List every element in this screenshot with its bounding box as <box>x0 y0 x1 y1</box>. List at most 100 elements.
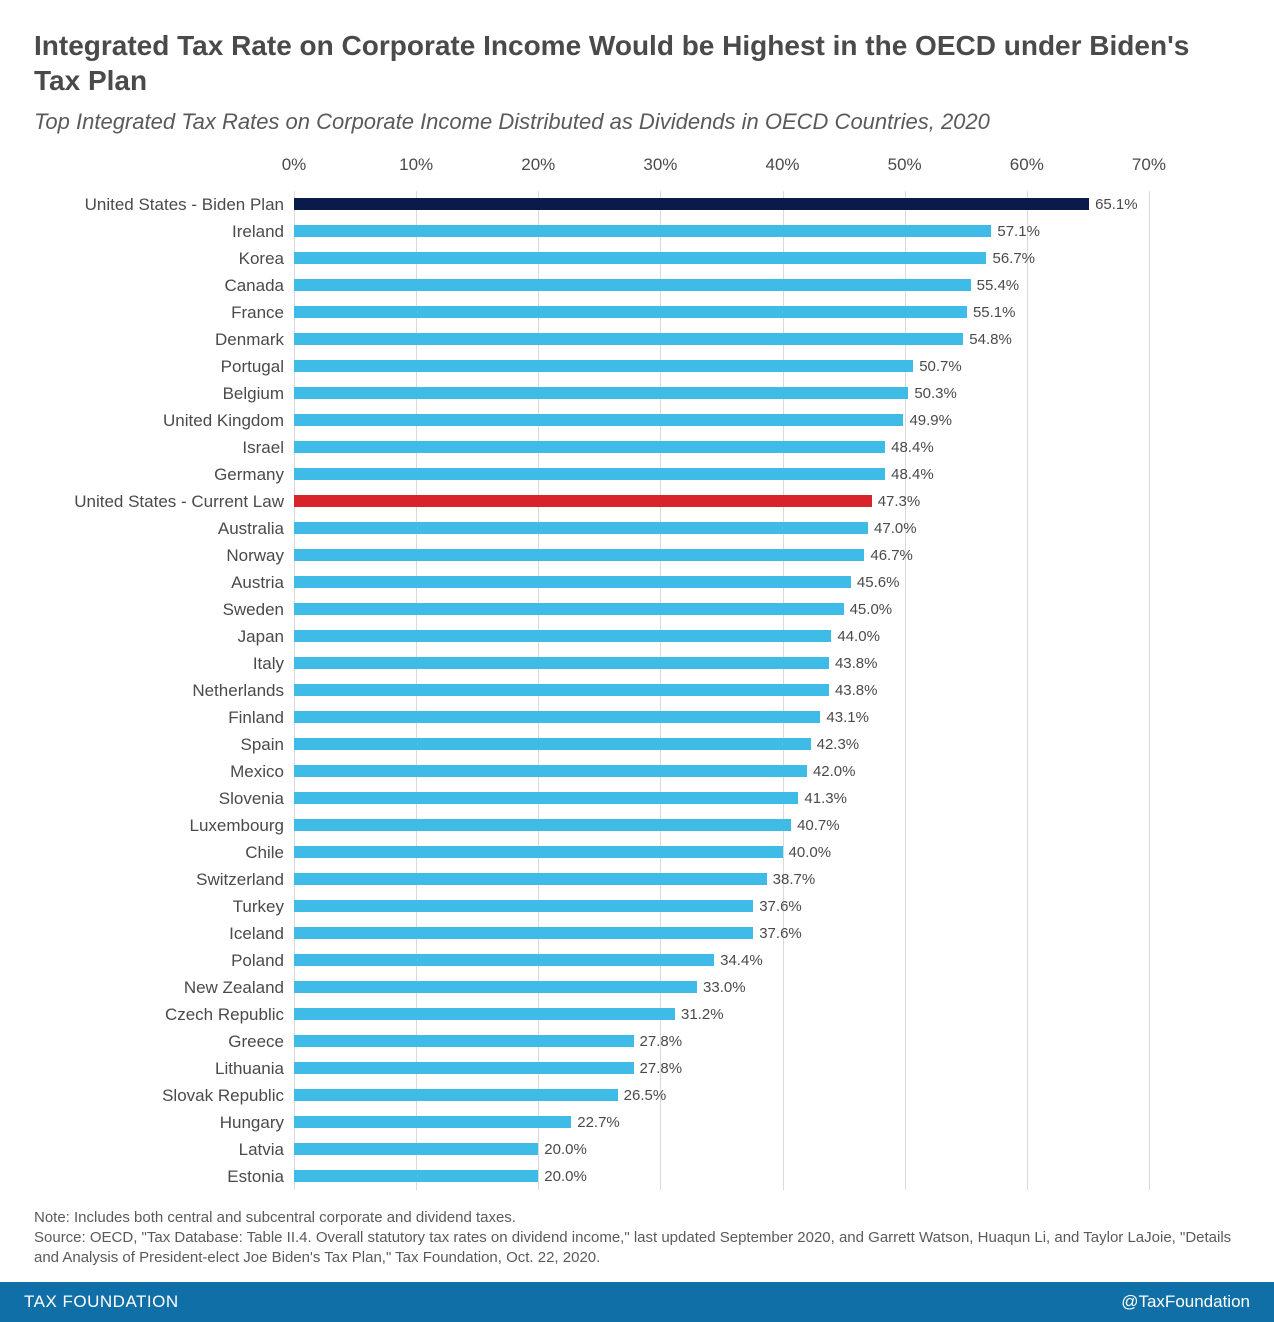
bar <box>294 1008 675 1020</box>
bar-value-label: 54.8% <box>963 332 1012 347</box>
bar <box>294 819 791 831</box>
bar-row: Austria45.6% <box>294 569 1210 596</box>
chart-container: Integrated Tax Rate on Corporate Income … <box>0 0 1274 1190</box>
bar <box>294 387 908 399</box>
bar-row: Ireland57.1% <box>294 218 1210 245</box>
bar-category-label: Korea <box>239 250 294 267</box>
x-axis-tick: 60% <box>1010 155 1044 175</box>
bar-category-label: Chile <box>245 844 294 861</box>
bar-value-label: 50.7% <box>913 359 962 374</box>
bar-category-label: Austria <box>231 574 294 591</box>
bar <box>294 198 1089 210</box>
bar-value-label: 44.0% <box>831 629 880 644</box>
bar-value-label: 55.4% <box>971 278 1020 293</box>
chart-area: 0%10%20%30%40%50%60%70% United States - … <box>34 155 1240 1190</box>
bar-category-label: Iceland <box>229 925 294 942</box>
bar-row: New Zealand33.0% <box>294 974 1210 1001</box>
note-text: Note: Includes both central and subcentr… <box>34 1208 1240 1228</box>
bar-category-label: Canada <box>224 277 294 294</box>
bar <box>294 360 913 372</box>
footer-bar: TAX FOUNDATION @TaxFoundation <box>0 1282 1274 1322</box>
bar-value-label: 49.9% <box>903 413 952 428</box>
bar <box>294 1116 571 1128</box>
bar-value-label: 33.0% <box>697 980 746 995</box>
bar-category-label: Norway <box>226 547 294 564</box>
bar <box>294 522 868 534</box>
bar-row: Mexico42.0% <box>294 758 1210 785</box>
bar-value-label: 40.0% <box>783 845 832 860</box>
footer-org: TAX FOUNDATION <box>24 1292 179 1312</box>
bar-value-label: 56.7% <box>986 251 1035 266</box>
bar-row: Spain42.3% <box>294 731 1210 758</box>
bar-value-label: 41.3% <box>798 791 847 806</box>
bar-row: Germany48.4% <box>294 461 1210 488</box>
bar <box>294 225 991 237</box>
bar-row: Turkey37.6% <box>294 893 1210 920</box>
bar-value-label: 26.5% <box>618 1088 667 1103</box>
bar-row: Slovenia41.3% <box>294 785 1210 812</box>
bar-category-label: Italy <box>253 655 294 672</box>
bar-row: Korea56.7% <box>294 245 1210 272</box>
x-axis-tick: 10% <box>399 155 433 175</box>
bar <box>294 765 807 777</box>
bar-row: France55.1% <box>294 299 1210 326</box>
chart-title: Integrated Tax Rate on Corporate Income … <box>34 28 1240 98</box>
bar-row: Italy43.8% <box>294 650 1210 677</box>
x-axis-tick: 20% <box>521 155 555 175</box>
bar <box>294 1170 538 1182</box>
bar-value-label: 46.7% <box>864 548 913 563</box>
bar <box>294 495 872 507</box>
bar-row: Czech Republic31.2% <box>294 1001 1210 1028</box>
bar-value-label: 48.4% <box>885 467 934 482</box>
bar-category-label: Sweden <box>223 601 294 618</box>
bar-row: Slovak Republic26.5% <box>294 1082 1210 1109</box>
bar-row: Portugal50.7% <box>294 353 1210 380</box>
chart-subtitle: Top Integrated Tax Rates on Corporate In… <box>34 108 1240 137</box>
bar-value-label: 43.8% <box>829 683 878 698</box>
bar-category-label: Mexico <box>230 763 294 780</box>
bar <box>294 711 820 723</box>
x-axis-tick: 0% <box>282 155 307 175</box>
bar-category-label: Spain <box>241 736 294 753</box>
bar-row: Australia47.0% <box>294 515 1210 542</box>
bar-category-label: Lithuania <box>215 1060 294 1077</box>
bar-value-label: 42.3% <box>811 737 860 752</box>
chart-notes: Note: Includes both central and subcentr… <box>0 1208 1274 1283</box>
bar-row: Chile40.0% <box>294 839 1210 866</box>
bar-category-label: United States - Current Law <box>74 493 294 510</box>
bar-row: Israel48.4% <box>294 434 1210 461</box>
bar-category-label: Australia <box>218 520 294 537</box>
bar-category-label: Ireland <box>232 223 294 240</box>
bar-value-label: 50.3% <box>908 386 957 401</box>
bar-category-label: Israel <box>242 439 294 456</box>
bar-value-label: 20.0% <box>538 1169 587 1184</box>
bar-row: Netherlands43.8% <box>294 677 1210 704</box>
bar <box>294 630 831 642</box>
x-axis-tick: 70% <box>1132 155 1166 175</box>
bar <box>294 333 963 345</box>
bar-category-label: New Zealand <box>184 979 294 996</box>
bar-value-label: 47.0% <box>868 521 917 536</box>
bar <box>294 1143 538 1155</box>
bar-category-label: Latvia <box>239 1141 294 1158</box>
bar-value-label: 45.6% <box>851 575 900 590</box>
bar-row: Latvia20.0% <box>294 1136 1210 1163</box>
bar-category-label: United States - Biden Plan <box>85 196 294 213</box>
bar-category-label: Czech Republic <box>165 1006 294 1023</box>
bar-row: Lithuania27.8% <box>294 1055 1210 1082</box>
bar-category-label: Switzerland <box>196 871 294 888</box>
bar-value-label: 37.6% <box>753 899 802 914</box>
bar-row: Switzerland38.7% <box>294 866 1210 893</box>
bar <box>294 279 971 291</box>
bar-category-label: Estonia <box>227 1168 294 1185</box>
bar <box>294 900 753 912</box>
source-text: Source: OECD, "Tax Database: Table II.4.… <box>34 1228 1240 1269</box>
bar <box>294 549 864 561</box>
bar-category-label: Japan <box>238 628 294 645</box>
bar-category-label: Greece <box>228 1033 294 1050</box>
bar-row: Luxembourg40.7% <box>294 812 1210 839</box>
footer-handle: @TaxFoundation <box>1121 1292 1250 1312</box>
bar <box>294 1035 634 1047</box>
bar <box>294 927 753 939</box>
bar-category-label: Portugal <box>221 358 294 375</box>
